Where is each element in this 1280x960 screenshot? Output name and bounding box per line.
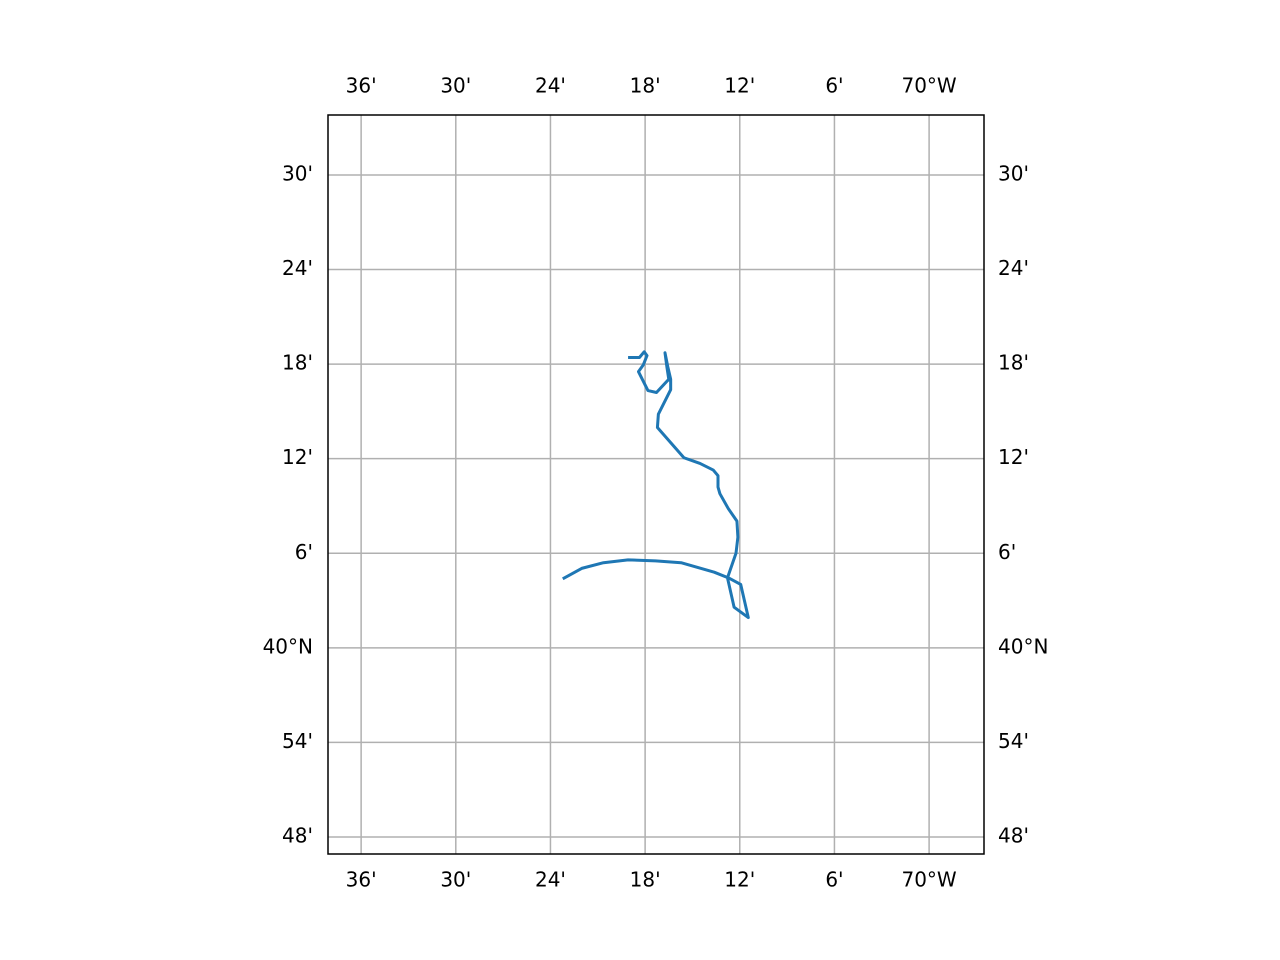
y-tick-label-right: 40°N: [998, 634, 1048, 658]
y-tick-label-right: 24': [998, 256, 1029, 280]
y-tick-label-right: 48': [998, 823, 1029, 847]
y-tick-label-right: 30': [998, 161, 1029, 185]
y-tick-label-left: 12': [282, 445, 313, 469]
x-tick-label-top: 30': [440, 74, 471, 98]
map-frame: [327, 114, 985, 855]
x-tick-label-bottom: 36': [346, 868, 377, 892]
track-line: [562, 350, 750, 620]
x-tick-label-top: 12': [724, 74, 755, 98]
y-tick-label-left: 54': [282, 729, 313, 753]
y-tick-label-left: 24': [282, 256, 313, 280]
x-tick-label-bottom: 70°W: [901, 868, 956, 892]
y-tick-label-right: 18': [998, 351, 1029, 375]
y-tick-label-left: 6': [295, 540, 313, 564]
plot: [562, 350, 750, 620]
x-tick-label-bottom: 6': [825, 868, 843, 892]
x-tick-label-bottom: 18': [630, 868, 661, 892]
y-tick-label-left: 18': [282, 351, 313, 375]
x-tick-label-top: 70°W: [901, 74, 956, 98]
x-tick-label-bottom: 30': [440, 868, 471, 892]
y-tick-label-right: 6': [998, 540, 1016, 564]
y-tick-label-left: 40°N: [263, 634, 313, 658]
y-tick-label-right: 12': [998, 445, 1029, 469]
x-tick-label-top: 18': [630, 74, 661, 98]
x-tick-label-bottom: 12': [724, 868, 755, 892]
x-tick-label-top: 24': [535, 74, 566, 98]
y-tick-label-left: 48': [282, 823, 313, 847]
y-tick-label-right: 54': [998, 729, 1029, 753]
x-tick-label-top: 36': [346, 74, 377, 98]
x-tick-label-top: 6': [825, 74, 843, 98]
x-tick-label-bottom: 24': [535, 868, 566, 892]
grid: [328, 115, 984, 854]
y-tick-label-left: 30': [282, 161, 313, 185]
